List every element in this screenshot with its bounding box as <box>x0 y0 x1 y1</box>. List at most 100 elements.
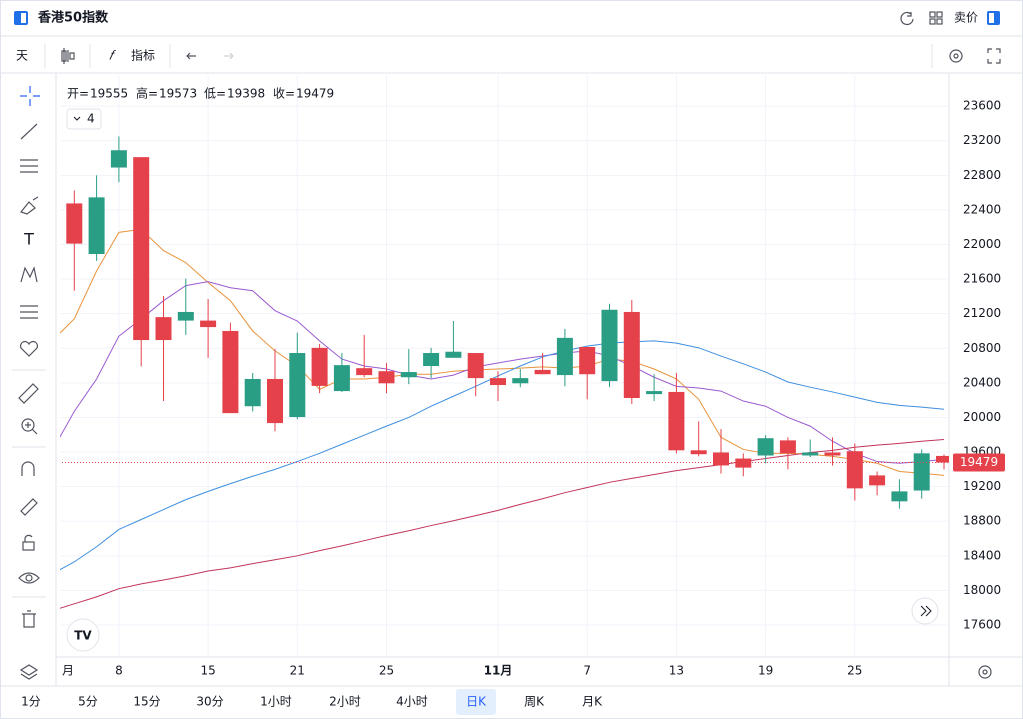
candle-body <box>824 452 841 456</box>
settings-button[interactable] <box>949 49 963 63</box>
timeframe-button[interactable]: 周K <box>524 695 545 709</box>
fullscreen-button[interactable] <box>987 48 1001 64</box>
object-tree[interactable] <box>19 664 39 680</box>
crosshair-tool[interactable] <box>20 86 40 106</box>
y-tick-label: 20800 <box>963 341 1001 355</box>
x-tick-label: 21 <box>290 664 305 678</box>
indicators-button[interactable]: 指标 <box>131 48 155 63</box>
timeframe-button[interactable]: 4小时 <box>396 695 428 709</box>
chart-type-button[interactable] <box>61 48 75 64</box>
low-label: 低= <box>204 87 226 101</box>
x-tick-label: 25 <box>379 664 394 678</box>
undo-button[interactable] <box>186 52 196 60</box>
layout-button[interactable] <box>929 11 943 25</box>
x-tick-label: 13 <box>669 664 684 678</box>
logo-icon-part <box>21 13 26 23</box>
scroll-to-realtime[interactable] <box>911 597 939 625</box>
y-tick-label: 18000 <box>963 583 1001 597</box>
candle-body <box>267 378 283 424</box>
candle-body <box>378 371 395 384</box>
y-tick-label: 21600 <box>963 272 1001 286</box>
grid <box>60 75 949 657</box>
sell-label[interactable]: 卖价 <box>954 11 978 25</box>
timeframe-button[interactable]: 1分 <box>21 695 41 709</box>
time-axis-settings[interactable] <box>978 665 992 679</box>
plot-area <box>60 75 949 657</box>
x-tick-label: 8 <box>115 664 123 678</box>
candle-body <box>646 391 663 395</box>
logo: TV <box>66 618 100 652</box>
timeframe-button[interactable]: 1小时 <box>260 695 292 709</box>
timeframe-button[interactable]: 5分 <box>78 695 98 709</box>
svg-text:TV: TV <box>74 629 92 643</box>
stay-drawing-tool[interactable] <box>20 498 38 516</box>
candle-body <box>891 491 908 502</box>
lock-tool[interactable] <box>22 534 35 551</box>
candle-body <box>222 330 239 414</box>
candle-body <box>88 197 105 255</box>
candle-body <box>66 203 83 244</box>
candle-body <box>244 378 261 407</box>
candle-body <box>333 365 350 392</box>
candle-body <box>155 317 172 341</box>
high-label: 高= <box>136 86 158 101</box>
delete-tool[interactable] <box>22 610 36 628</box>
close-value: 19479 <box>296 87 334 101</box>
candle-body <box>400 372 417 378</box>
hide-tool[interactable] <box>18 572 40 584</box>
fx-icon: 𝑓 <box>109 49 116 64</box>
timeframe-button[interactable]: 日K <box>466 695 487 709</box>
indicator-toggle-box[interactable] <box>66 108 102 130</box>
y-tick-label: 18400 <box>963 548 1001 562</box>
candle-body <box>936 455 949 463</box>
candle-body <box>713 452 729 466</box>
timeframe-button[interactable]: 2小时 <box>329 695 361 709</box>
timeframe-button[interactable]: 30分 <box>196 695 223 709</box>
y-tick-label: 20400 <box>963 375 1001 389</box>
open-label: 开= <box>67 87 89 101</box>
brush-tool[interactable] <box>19 196 39 215</box>
x-tick-label: 11月 <box>484 664 513 678</box>
fib-tool[interactable] <box>20 159 38 173</box>
title: 香港50指数 <box>37 10 109 26</box>
y-tick-label: 22400 <box>963 202 1001 216</box>
indicator-toggle[interactable]: 4 <box>66 108 102 130</box>
measure-tool[interactable] <box>18 383 39 404</box>
candle-body <box>177 311 194 321</box>
x-tick-label: 19 <box>758 664 773 678</box>
moving-average-line <box>60 281 945 464</box>
magnet-tool[interactable] <box>21 461 35 476</box>
y-tick-label: 17600 <box>963 618 1001 632</box>
text-tool[interactable]: T <box>23 230 34 249</box>
timeframe-button[interactable]: 月K <box>582 695 603 709</box>
ohlc-legend: 开= 19555 高= 19573 低= 19398 收= 19479 <box>67 86 334 101</box>
y-tick-label: 22800 <box>963 168 1001 182</box>
projection-tool[interactable] <box>20 305 38 319</box>
candle-body <box>311 347 328 386</box>
moving-average-line <box>60 228 945 476</box>
candle-body <box>289 353 306 418</box>
redo-button[interactable] <box>224 52 234 60</box>
candle-body <box>735 458 752 468</box>
zoom-tool[interactable] <box>21 418 38 435</box>
candle-body <box>757 438 774 456</box>
y-tick-label: 23200 <box>963 133 1001 147</box>
icon-tool[interactable] <box>19 340 39 357</box>
line-tool[interactable] <box>20 123 38 140</box>
candle-body <box>913 453 930 491</box>
pattern-tool[interactable] <box>20 266 38 283</box>
drawing-toolbar: T <box>12 86 46 680</box>
candle-body <box>445 351 462 358</box>
x-tick-label: 月 <box>62 664 74 678</box>
side-toggle-part <box>989 13 994 23</box>
interval-button[interactable]: 天 <box>16 49 28 63</box>
candle-body <box>512 378 529 384</box>
candle-body <box>779 440 796 454</box>
timeframe-button[interactable]: 15分 <box>133 695 160 709</box>
moving-average-line <box>60 439 945 609</box>
refresh-button[interactable] <box>900 11 914 26</box>
candle-body <box>200 320 217 328</box>
